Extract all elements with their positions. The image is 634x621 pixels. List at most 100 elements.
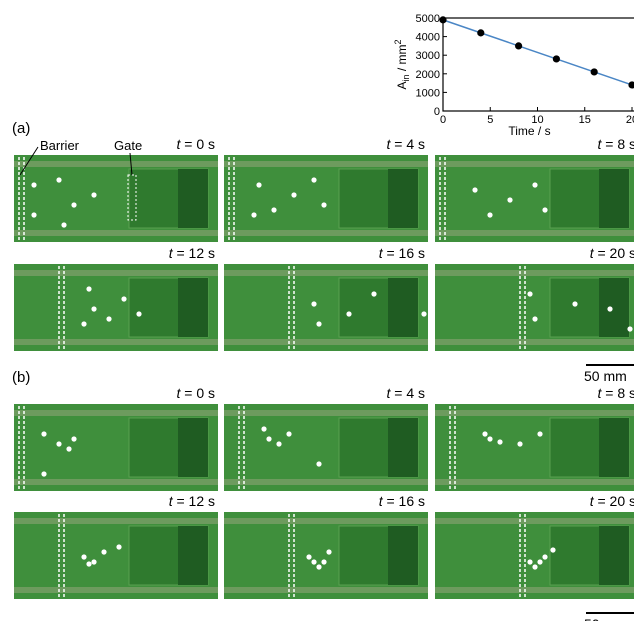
ball — [532, 564, 537, 569]
frame-label-rest: = 0 s — [180, 385, 215, 401]
ball — [487, 436, 492, 441]
y-axis-label: Ain / mm2 — [393, 39, 411, 89]
photo — [14, 155, 218, 242]
photo-rail — [435, 587, 634, 593]
photo — [224, 155, 428, 242]
ball — [31, 182, 36, 187]
photo — [435, 264, 634, 351]
x-tick-label: 15 — [579, 114, 591, 126]
y-tick-label: 5000 — [416, 13, 440, 25]
ball — [537, 431, 542, 436]
photo-rail — [14, 587, 218, 593]
ball — [326, 549, 331, 554]
photo-pocket — [178, 278, 208, 337]
ball — [472, 187, 477, 192]
ball — [91, 306, 96, 311]
frame-label-rest: = 8 s — [601, 385, 634, 401]
ball — [81, 554, 86, 559]
ball — [31, 212, 36, 217]
ball — [106, 316, 111, 321]
y-axis-label-part: A — [395, 82, 409, 90]
data-point — [477, 29, 484, 36]
ball — [311, 301, 316, 306]
ball — [550, 547, 555, 552]
photo-pocket — [388, 526, 418, 585]
ball — [71, 202, 76, 207]
ball — [266, 436, 271, 441]
frame-label-rest: = 12 s — [173, 245, 215, 261]
frame-label-rest: = 0 s — [180, 136, 215, 152]
ball — [537, 559, 542, 564]
frame-label: t = 12 s — [169, 245, 215, 261]
ball — [81, 321, 86, 326]
frame-label: t = 8 s — [597, 136, 634, 152]
y-axis-label-part: 2 — [393, 39, 403, 44]
ball — [482, 431, 487, 436]
photo — [14, 404, 218, 491]
photo-rail — [224, 587, 428, 593]
photo-rail — [14, 339, 218, 345]
photo-rail — [14, 410, 218, 416]
ball — [61, 222, 66, 227]
photo-rail — [435, 410, 634, 416]
ball — [71, 436, 76, 441]
photo-rail — [14, 518, 218, 524]
ball — [86, 286, 91, 291]
x-tick-label: 0 — [440, 114, 446, 126]
ball — [421, 311, 426, 316]
ball — [527, 291, 532, 296]
ball — [261, 426, 266, 431]
photo — [224, 264, 428, 351]
scale-bar-label: 50 mm — [584, 368, 627, 384]
frame-label-rest: = 8 s — [601, 136, 634, 152]
ball — [532, 316, 537, 321]
ball — [316, 321, 321, 326]
photo-rail — [224, 161, 428, 167]
ball — [56, 441, 61, 446]
ball — [311, 177, 316, 182]
ball — [572, 301, 577, 306]
frame-label: t = 4 s — [386, 136, 425, 152]
photo-pocket — [599, 169, 629, 228]
photo-pocket — [599, 278, 629, 337]
ball — [371, 291, 376, 296]
photo-rail — [435, 479, 634, 485]
ball — [507, 197, 512, 202]
ball — [487, 212, 492, 217]
y-tick-label: 3000 — [416, 50, 440, 62]
photo-rail — [224, 270, 428, 276]
photo — [435, 512, 634, 599]
photo-pocket — [178, 418, 208, 477]
y-axis-label-part: / mm — [395, 44, 409, 74]
frame-label-rest: = 16 s — [383, 493, 425, 509]
plot-frame — [443, 18, 634, 111]
y-tick-label: 1000 — [416, 87, 440, 99]
photo-rail — [435, 230, 634, 236]
ball — [346, 311, 351, 316]
data-point — [439, 16, 446, 23]
photo-rail — [224, 479, 428, 485]
ball — [251, 212, 256, 217]
frame-label-rest: = 20 s — [594, 493, 634, 509]
frame-label: t = 12 s — [169, 493, 215, 509]
ball — [316, 564, 321, 569]
ball — [517, 441, 522, 446]
photo-rail — [435, 161, 634, 167]
photo-rail — [14, 161, 218, 167]
ball — [291, 192, 296, 197]
photo-rail — [435, 339, 634, 345]
ball — [311, 559, 316, 564]
ball — [306, 554, 311, 559]
data-line — [443, 20, 632, 85]
photo-pocket — [599, 526, 629, 585]
photo-pocket — [388, 278, 418, 337]
photo — [224, 404, 428, 491]
annotation: Barrier — [40, 138, 80, 153]
frame-label-rest: = 20 s — [594, 245, 634, 261]
photo-pocket — [178, 169, 208, 228]
ball — [542, 207, 547, 212]
panel-label: (a) — [12, 120, 30, 137]
frame-label: t = 20 s — [590, 245, 634, 261]
y-axis-label-part: in — [401, 74, 411, 81]
ball — [532, 182, 537, 187]
